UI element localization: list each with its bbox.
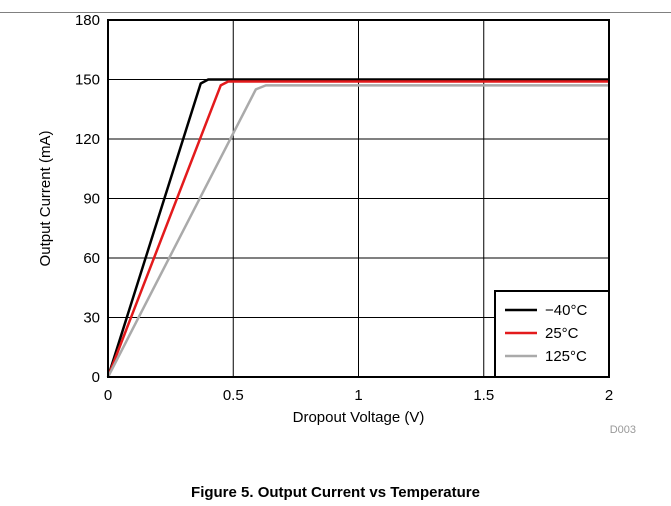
x-tick-label-1: 0.5 — [223, 387, 244, 404]
top-rule — [0, 12, 671, 13]
legend-label-2: 125°C — [545, 348, 587, 365]
series-line-2 — [106, 84, 609, 378]
legend-label-1: 25°C — [545, 325, 579, 342]
y-axis-title: Output Current (mA) — [37, 131, 54, 267]
x-tick-label-2: 1 — [354, 387, 362, 404]
y-tick-labels: 0 30 60 90 120 150 180 — [75, 12, 100, 386]
legend-box — [494, 290, 610, 378]
series-line-1 — [106, 80, 609, 378]
x-tick-label-0: 0 — [104, 387, 112, 404]
y-tick-label-4: 120 — [75, 131, 100, 148]
plot-frame — [107, 19, 610, 378]
output-current-chart: 0 0.5 1 1.5 2 0 30 60 90 120 150 180 Dropout Volta… — [37, 12, 636, 436]
x-tick-label-3: 1.5 — [473, 387, 494, 404]
x-axis-title: Dropout Voltage (V) — [293, 409, 425, 426]
figure-caption: Figure 5. Output Current vs Temperature — [191, 484, 480, 501]
y-tick-label-2: 60 — [83, 250, 100, 267]
y-tick-label-3: 90 — [83, 191, 100, 208]
x-tick-label-4: 2 — [605, 387, 613, 404]
figure-code: D003 — [610, 424, 636, 436]
x-tick-labels: 0 0.5 1 1.5 2 — [104, 387, 613, 404]
legend: −40°C 25°C 125°C — [494, 290, 610, 378]
series-line-0 — [106, 78, 609, 378]
y-tick-label-0: 0 — [92, 369, 100, 386]
legend-label-0: −40°C — [545, 302, 587, 319]
y-tick-label-5: 150 — [75, 72, 100, 89]
y-tick-label-1: 30 — [83, 310, 100, 327]
series-lines — [106, 78, 609, 378]
y-tick-label-6: 180 — [75, 12, 100, 29]
